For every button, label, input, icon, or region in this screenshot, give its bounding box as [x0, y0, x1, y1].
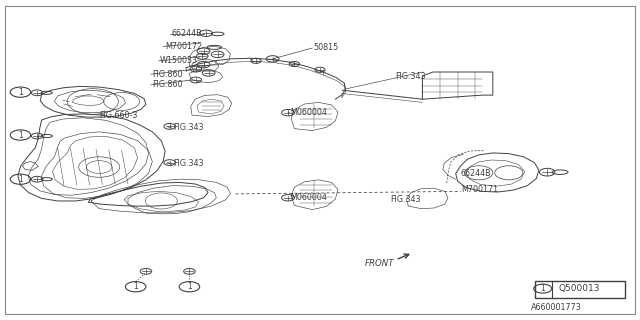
Text: 66244B: 66244B — [172, 29, 202, 38]
Text: 1: 1 — [540, 284, 545, 293]
Text: M060004: M060004 — [290, 108, 327, 117]
Text: M700172: M700172 — [165, 42, 202, 51]
Text: FIG.860: FIG.860 — [152, 80, 183, 89]
Text: 1: 1 — [18, 131, 23, 140]
Text: Q500013: Q500013 — [559, 284, 600, 293]
Text: FIG.860: FIG.860 — [152, 70, 183, 79]
Text: M060004: M060004 — [290, 193, 327, 202]
Text: FIG.343: FIG.343 — [390, 196, 421, 204]
Text: FIG.343: FIG.343 — [396, 72, 426, 81]
Text: FIG.343: FIG.343 — [173, 159, 204, 168]
Text: 1: 1 — [133, 282, 138, 291]
Text: FIG.343: FIG.343 — [173, 124, 204, 132]
Text: A660001773: A660001773 — [531, 303, 582, 312]
Text: 66244B: 66244B — [461, 169, 492, 178]
Text: 1: 1 — [18, 88, 23, 97]
Text: W150033: W150033 — [160, 56, 198, 65]
Text: M700171: M700171 — [461, 185, 498, 194]
Text: FIG.660-3: FIG.660-3 — [99, 111, 138, 120]
Text: 50815: 50815 — [314, 43, 339, 52]
Text: FRONT: FRONT — [365, 259, 394, 268]
Text: 1: 1 — [18, 175, 23, 184]
Text: 1: 1 — [187, 282, 192, 291]
